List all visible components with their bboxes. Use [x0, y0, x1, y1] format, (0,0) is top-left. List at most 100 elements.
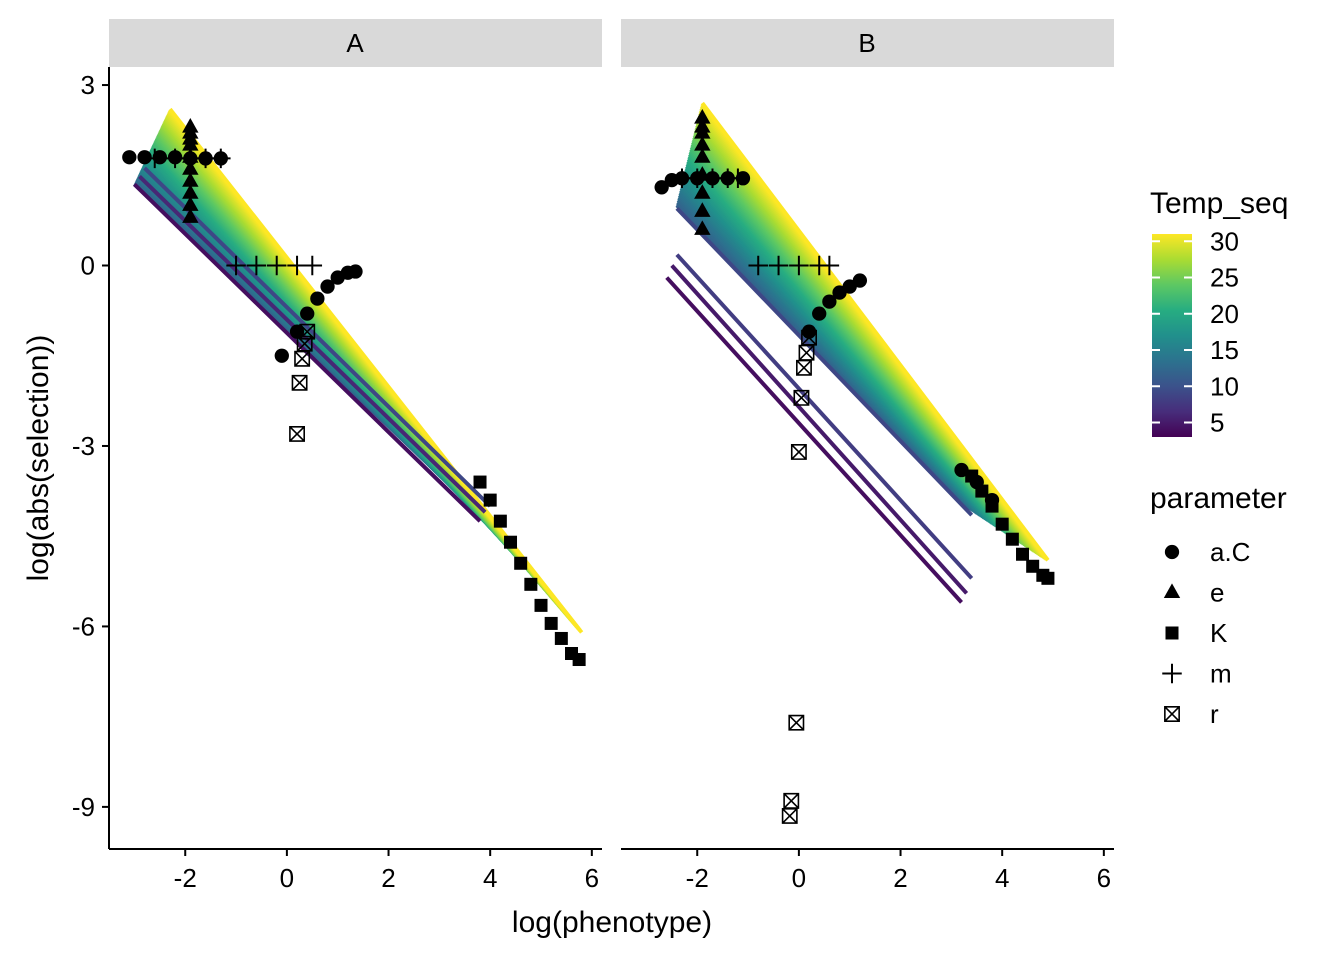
temp-regression-line: [700, 101, 1050, 562]
y-ticks: 3 0 -3 -6 -9: [72, 70, 109, 822]
data-point-ac: [300, 306, 315, 321]
x-tick-label: 0: [792, 863, 806, 893]
data-point-ac: [654, 180, 669, 195]
data-point-e: [694, 136, 711, 151]
colorbar-tick-label: 5: [1210, 408, 1224, 438]
data-point-ac: [122, 150, 137, 165]
data-point-k: [1016, 547, 1030, 561]
data-point-k: [1005, 532, 1019, 546]
data-point-k: [1026, 559, 1040, 573]
legend-ac-label: a.C: [1210, 537, 1250, 567]
data-point-ac: [348, 264, 363, 279]
x-axis-title: log(phenotype): [512, 906, 712, 939]
legend-ac-marker: [1164, 544, 1180, 560]
legend-k-marker: [1165, 626, 1179, 640]
y-tick-label: -9: [72, 792, 95, 822]
data-point-m: [211, 148, 231, 169]
x-tick-label: 6: [585, 863, 599, 893]
data-point-k: [483, 493, 497, 507]
data-point-r: [781, 807, 798, 824]
colorbar-tick-label: 10: [1210, 371, 1239, 401]
facet-panel-b: B -2 0 2 4 6: [621, 19, 1114, 893]
data-point-e: [182, 208, 199, 223]
x-tick-label: 2: [381, 863, 395, 893]
data-point-k: [534, 598, 548, 612]
panel-a-marks: [122, 107, 586, 667]
legend-k-label: K: [1210, 618, 1228, 648]
data-point-ac: [801, 324, 817, 339]
legend-e-label: e: [1210, 578, 1224, 608]
x-tick-label: 4: [995, 863, 1009, 893]
colorbar: [1152, 234, 1192, 437]
data-point-ac: [137, 150, 152, 165]
color-legend: Temp_seq 5 10 15 20 25 30: [1150, 187, 1288, 438]
data-point-k: [965, 469, 979, 483]
legend-e-marker: [1163, 583, 1181, 598]
temp-regression-line: [670, 264, 969, 595]
data-point-r: [291, 374, 308, 391]
temp-regression-line: [675, 206, 974, 517]
data-point-m: [819, 255, 840, 276]
data-point-m: [789, 255, 809, 276]
data-point-ac: [822, 294, 837, 309]
colorbar-tick-label: 25: [1210, 263, 1239, 293]
data-point-m: [246, 255, 267, 276]
colorbar-tick-label: 30: [1210, 226, 1239, 256]
x-tick-label: 2: [893, 863, 907, 893]
data-point-m: [302, 255, 323, 276]
data-point-k: [504, 535, 518, 549]
data-point-ac: [152, 150, 167, 165]
temp-regression-line: [675, 253, 974, 580]
x-ticks-a: -2 0 2 4 6: [174, 849, 599, 893]
data-point-k: [995, 517, 1009, 531]
legend-m-marker: [1162, 663, 1182, 684]
x-tick-label: 6: [1097, 863, 1111, 893]
x-tick-label: 0: [280, 863, 294, 893]
facet-panel-a: A -2 0 2 4 6 3 0 -3 -6 -9: [72, 19, 602, 893]
data-point-k: [985, 499, 999, 513]
facet-label-b: B: [858, 28, 875, 58]
data-point-e: [182, 118, 199, 133]
data-point-r: [790, 444, 807, 460]
data-point-k: [544, 616, 558, 630]
data-point-e: [694, 202, 711, 217]
facet-strip-b: [621, 19, 1114, 67]
data-point-r: [788, 714, 805, 731]
x-tick-label: 4: [483, 863, 497, 893]
data-point-e: [182, 172, 199, 187]
data-point-r: [299, 323, 316, 340]
data-point-r: [294, 350, 311, 367]
data-point-ac: [954, 462, 969, 478]
data-point-m: [226, 255, 246, 276]
data-point-e: [182, 184, 199, 199]
data-point-e: [694, 118, 711, 133]
legend-r-marker: [1164, 706, 1180, 722]
x-tick-label: -2: [686, 863, 709, 893]
data-point-r: [796, 359, 812, 376]
data-point-r: [783, 792, 800, 809]
data-point-ac: [812, 306, 827, 321]
x-tick-label: -2: [174, 863, 197, 893]
data-point-e: [694, 148, 711, 163]
data-point-k: [554, 631, 568, 645]
data-point-e: [694, 184, 711, 199]
y-tick-label: -6: [72, 611, 95, 641]
x-ticks-b: -2 0 2 4 6: [686, 849, 1111, 893]
data-point-k: [524, 577, 538, 591]
data-point-k: [514, 556, 528, 570]
temp-regression-line: [168, 107, 584, 634]
data-point-k: [473, 475, 487, 489]
y-tick-label: -3: [72, 431, 95, 461]
colorbar-ticks: 5 10 15 20 25 30: [1152, 226, 1239, 438]
legend-m-label: m: [1210, 659, 1232, 689]
data-point-r: [801, 329, 818, 346]
data-point-k: [1041, 571, 1055, 585]
data-point-ac: [852, 273, 868, 288]
color-legend-title: Temp_seq: [1150, 187, 1288, 220]
temp-regression-line: [143, 166, 492, 508]
y-tick-label: 0: [81, 251, 95, 281]
facet-label-a: A: [346, 28, 364, 58]
data-point-k: [572, 653, 586, 667]
